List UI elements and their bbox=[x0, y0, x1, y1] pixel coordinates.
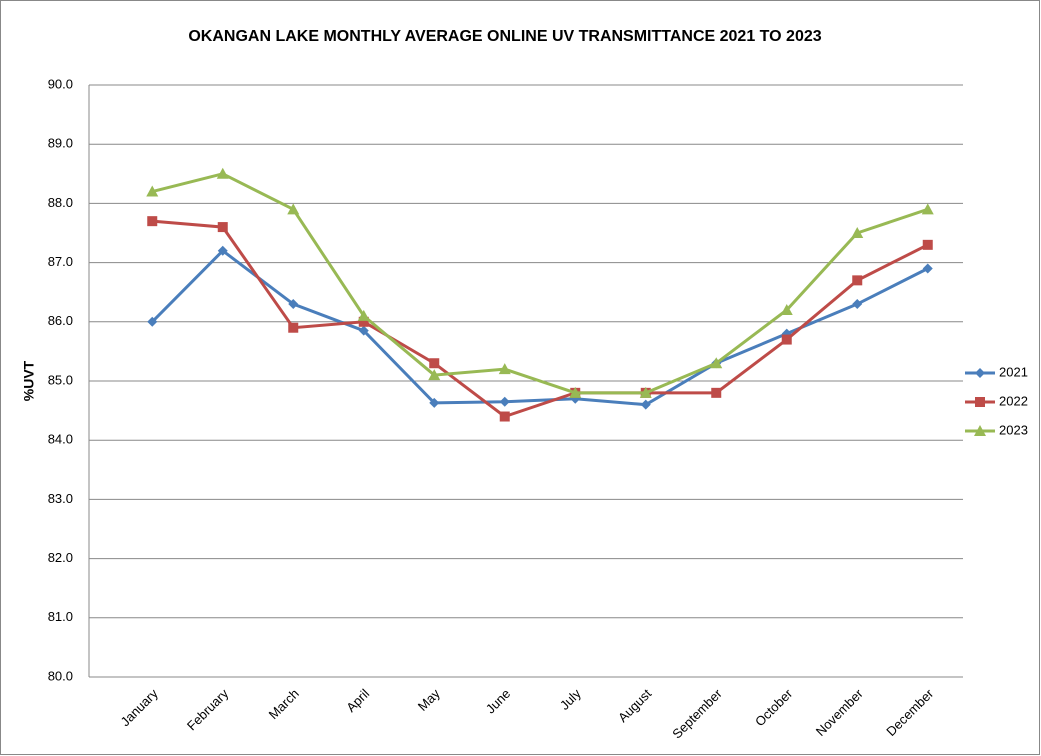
legend-marker bbox=[975, 368, 985, 378]
legend-marker bbox=[975, 397, 985, 407]
data-point bbox=[288, 299, 299, 310]
data-point bbox=[569, 386, 582, 398]
data-point bbox=[358, 325, 369, 336]
data-point bbox=[710, 357, 723, 369]
data-point bbox=[922, 263, 933, 274]
y-axis-label: %UVT bbox=[21, 360, 37, 401]
data-point bbox=[147, 316, 158, 327]
data-point bbox=[428, 369, 441, 381]
y-tick-label: 85.0 bbox=[48, 372, 73, 387]
y-tick-label: 89.0 bbox=[48, 136, 73, 151]
series-line bbox=[151, 172, 929, 395]
y-tick-label: 84.0 bbox=[48, 432, 73, 447]
y-tick-label: 83.0 bbox=[48, 491, 73, 506]
legend-label: 2021 bbox=[999, 364, 1028, 379]
y-tick-label: 87.0 bbox=[48, 254, 73, 269]
y-tick-label: 86.0 bbox=[48, 313, 73, 328]
data-point bbox=[639, 386, 652, 398]
data-point bbox=[217, 245, 228, 256]
y-tick-label: 88.0 bbox=[48, 195, 73, 210]
data-point bbox=[922, 239, 933, 250]
data-point bbox=[146, 185, 159, 197]
legend-marker bbox=[974, 425, 986, 436]
y-tick-label: 82.0 bbox=[48, 550, 73, 565]
data-point bbox=[780, 303, 793, 315]
data-point bbox=[921, 203, 934, 215]
y-tick-label: 90.0 bbox=[48, 76, 73, 91]
data-point bbox=[429, 358, 440, 369]
data-point bbox=[711, 387, 722, 398]
data-point bbox=[852, 299, 863, 310]
data-point bbox=[781, 334, 792, 345]
data-point bbox=[429, 397, 440, 408]
data-point bbox=[358, 316, 369, 327]
data-point bbox=[287, 203, 300, 215]
data-point bbox=[216, 167, 229, 179]
data-point bbox=[852, 275, 863, 286]
data-point bbox=[499, 411, 510, 422]
legend-label: 2022 bbox=[999, 393, 1028, 408]
data-point bbox=[288, 322, 299, 333]
data-point bbox=[499, 396, 510, 407]
chart-title: OKANGAN LAKE MONTHLY AVERAGE ONLINE UV T… bbox=[188, 28, 821, 45]
series-line bbox=[152, 219, 929, 419]
data-point bbox=[640, 399, 651, 410]
data-point bbox=[851, 227, 864, 238]
data-point bbox=[217, 222, 228, 233]
y-tick-label: 80.0 bbox=[48, 668, 73, 683]
data-point bbox=[357, 309, 370, 321]
legend-label: 2023 bbox=[999, 422, 1028, 437]
data-point bbox=[498, 363, 511, 375]
data-point bbox=[147, 216, 158, 227]
y-tick-label: 81.0 bbox=[48, 609, 73, 624]
